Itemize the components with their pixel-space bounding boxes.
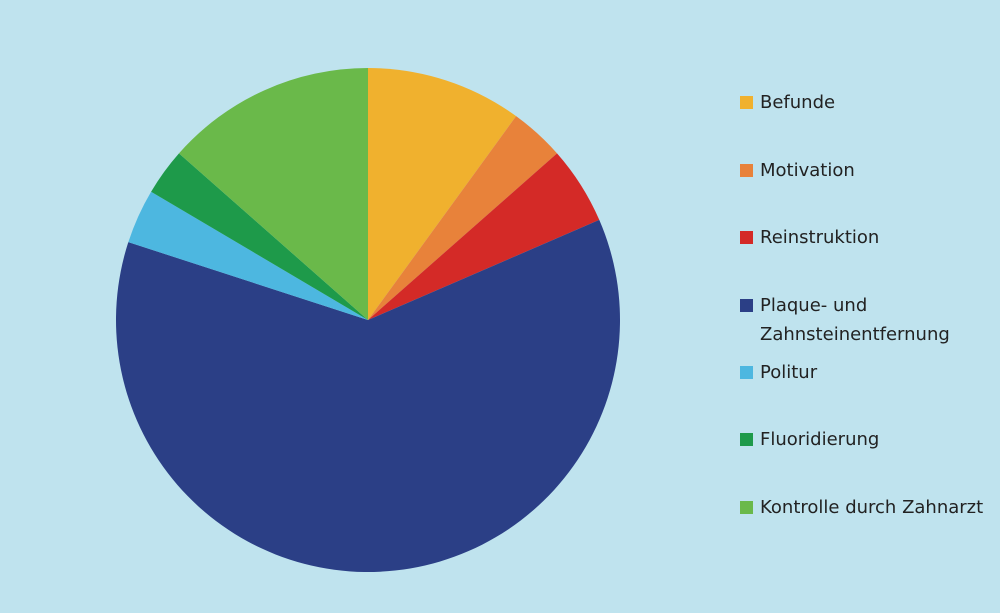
legend-swatch	[740, 298, 753, 312]
legend-label: Politur	[760, 361, 818, 383]
legend-swatch	[740, 500, 753, 514]
legend: Befunde Motivation Reinstruktion Plaque- un…	[740, 0, 1000, 613]
legend-swatch	[740, 163, 753, 177]
pie-slice	[178, 68, 368, 320]
chart	[116, 68, 620, 572]
legend-swatch	[740, 433, 753, 446]
pie-slice	[368, 116, 558, 320]
legend-label: Kontrolle durch Zahnarzt	[760, 496, 984, 518]
pie-slice	[368, 153, 600, 320]
legend-item: Kontrolle durch Zahnarzt	[740, 493, 983, 522]
pie-slice	[116, 219, 620, 572]
legend-item: Reinstruktion	[740, 223, 879, 252]
pie-slice	[368, 68, 517, 320]
pie-slice	[151, 153, 368, 320]
legend-label: Fluoridierung	[760, 429, 880, 450]
legend-item: Motivation	[740, 156, 855, 185]
legend-label: Befunde	[760, 92, 836, 113]
legend-label: Reinstruktion	[760, 227, 880, 248]
legend-swatch	[740, 231, 753, 244]
legend-item: Fluoridierung	[740, 425, 879, 454]
legend-item: Plaque- und Zahnsteinentfernung	[740, 291, 975, 349]
legend-swatch	[740, 96, 753, 109]
legend-label: Motivation	[760, 159, 855, 181]
legend-item: Befunde	[740, 88, 835, 117]
legend-item: Politur	[740, 358, 817, 387]
pie-slice	[128, 191, 368, 320]
legend-label: Plaque- und Zahnsteinentfernung	[760, 294, 950, 345]
legend-swatch	[740, 365, 753, 379]
